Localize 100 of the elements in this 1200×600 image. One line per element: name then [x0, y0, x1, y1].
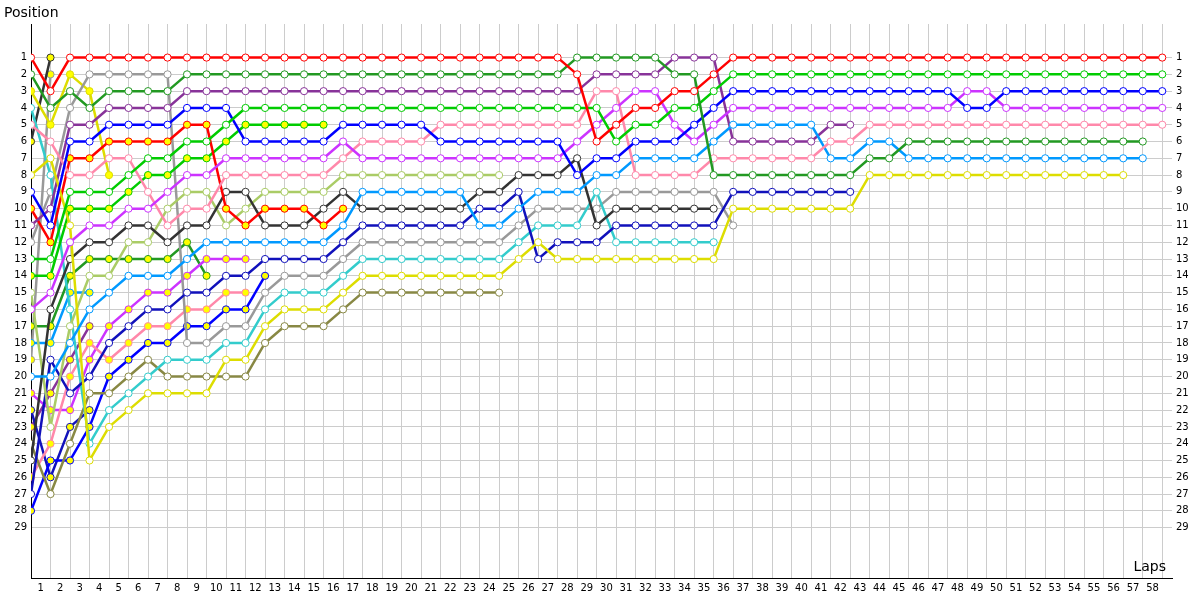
x-tick-label: 57	[1126, 581, 1140, 593]
x-tick-label: 6	[135, 581, 142, 593]
x-tick-label: 13	[268, 581, 282, 593]
x-tick-label: 51	[1009, 581, 1023, 593]
y-tick-label: 22	[14, 403, 27, 415]
x-tick-label: 25	[502, 581, 516, 593]
y2-tick-label: 7	[1176, 151, 1183, 163]
x-tick-label: 1	[37, 581, 44, 593]
y-tick-label: 4	[20, 101, 27, 113]
y-tick-label: 17	[14, 319, 27, 331]
x-tick-label: 5	[115, 581, 122, 593]
y-tick-label: 28	[14, 504, 27, 516]
y2-tick-label: 9	[1176, 185, 1183, 197]
x-tick-label: 35	[697, 581, 711, 593]
x-tick-label: 12	[248, 581, 262, 593]
y2-tick-label: 22	[1176, 403, 1189, 415]
x-tick-label: 38	[756, 581, 769, 593]
y2-tick-label: 16	[1176, 302, 1189, 314]
y-tick-label: 3	[20, 84, 27, 96]
y2-tick-label: 14	[1176, 269, 1189, 281]
y-tick-label: 1	[20, 51, 27, 63]
y2-tick-label: 13	[1176, 252, 1189, 264]
x-tick-label: 54	[1068, 581, 1081, 593]
y2-tick-label: 20	[1176, 370, 1189, 382]
x-tick-label: 29	[580, 581, 594, 593]
x-tick-label: 17	[346, 581, 360, 593]
x-tick-label: 24	[482, 581, 496, 593]
x-tick-label: 28	[561, 581, 574, 593]
y-tick-label: 23	[14, 420, 27, 432]
y2-tick-label: 12	[1176, 235, 1189, 247]
y-tick-label: 9	[20, 185, 27, 197]
y2-tick-label: 4	[1176, 101, 1183, 113]
x-tick-label: 2	[57, 581, 64, 593]
x-tick-label: 26	[521, 581, 535, 593]
y-tick-label: 27	[14, 487, 27, 499]
x-tick-label: 19	[385, 581, 399, 593]
y2-tick-label: 21	[1176, 386, 1189, 398]
x-tick-label: 8	[174, 581, 181, 593]
x-tick-label: 3	[76, 581, 83, 593]
y-tick-label: 15	[14, 286, 27, 298]
y-tick-label: 14	[14, 269, 27, 281]
y2-tick-label: 15	[1176, 286, 1189, 298]
y2-tick-label: 17	[1176, 319, 1189, 331]
y2-tick-label: 8	[1176, 168, 1183, 180]
x-tick-label: 16	[326, 581, 340, 593]
x-tick-label: 14	[287, 581, 301, 593]
y2-tick-label: 24	[1176, 437, 1189, 449]
x-tick-label: 48	[951, 581, 964, 593]
y2-tick-label: 10	[1176, 202, 1189, 214]
y-tick-label: 21	[14, 386, 27, 398]
y-tick-label: 20	[14, 370, 27, 382]
y2-tick-label: 18	[1176, 336, 1189, 348]
x-tick-label: 44	[873, 581, 886, 593]
x-tick-label: 43	[853, 581, 867, 593]
x-tick-label: 30	[600, 581, 613, 593]
x-tick-label: 58	[1146, 581, 1159, 593]
y-tick-label: 11	[14, 219, 27, 231]
x-tick-label: 9	[193, 581, 200, 593]
y-tick-label: 18	[14, 336, 27, 348]
y-tick-label: 13	[14, 252, 27, 264]
x-tick-label: 34	[678, 581, 691, 593]
y-tick-label: 16	[14, 302, 27, 314]
x-tick-label: 27	[541, 581, 555, 593]
x-tick-label: 36	[717, 581, 730, 593]
x-tick-label: 37	[736, 581, 750, 593]
y-axis-title: Position	[4, 3, 59, 20]
x-tick-label: 33	[658, 581, 672, 593]
x-tick-label: 49	[970, 581, 984, 593]
y-tick-label: 6	[20, 135, 27, 147]
x-tick-label: 23	[463, 581, 477, 593]
y-tick-label: 10	[14, 202, 27, 214]
x-tick-label: 31	[619, 581, 633, 593]
y2-tick-label: 29	[1176, 521, 1189, 533]
x-tick-label: 18	[365, 581, 379, 593]
x-tick-label: 52	[1029, 581, 1042, 593]
y-tick-label: 7	[20, 151, 27, 163]
y-tick-label: 26	[14, 470, 27, 482]
x-tick-label: 20	[404, 581, 418, 593]
x-tick-label: 40	[795, 581, 808, 593]
x-tick-label: 53	[1048, 581, 1062, 593]
x-tick-label: 7	[154, 581, 161, 593]
x-tick-label: 22	[443, 581, 457, 593]
x-tick-label: 50	[990, 581, 1003, 593]
y-tick-label: 8	[20, 168, 27, 180]
x-tick-label: 56	[1107, 581, 1120, 593]
y2-tick-label: 6	[1176, 135, 1183, 147]
x-tick-label: 47	[931, 581, 945, 593]
y-tick-label: 24	[14, 437, 27, 449]
y2-tick-label: 27	[1176, 487, 1189, 499]
y2-tick-label: 1	[1176, 51, 1183, 63]
y2-tick-label: 2	[1176, 67, 1183, 79]
y2-tick-label: 5	[1176, 118, 1183, 130]
y-tick-label: 2	[20, 67, 27, 79]
x-tick-label: 39	[775, 581, 789, 593]
y-tick-label: 12	[14, 235, 27, 247]
x-tick-label: 15	[307, 581, 321, 593]
x-tick-label: 45	[892, 581, 906, 593]
x-tick-label: 11	[229, 581, 243, 593]
x-tick-label: 41	[814, 581, 828, 593]
y2-tick-label: 3	[1176, 84, 1183, 96]
